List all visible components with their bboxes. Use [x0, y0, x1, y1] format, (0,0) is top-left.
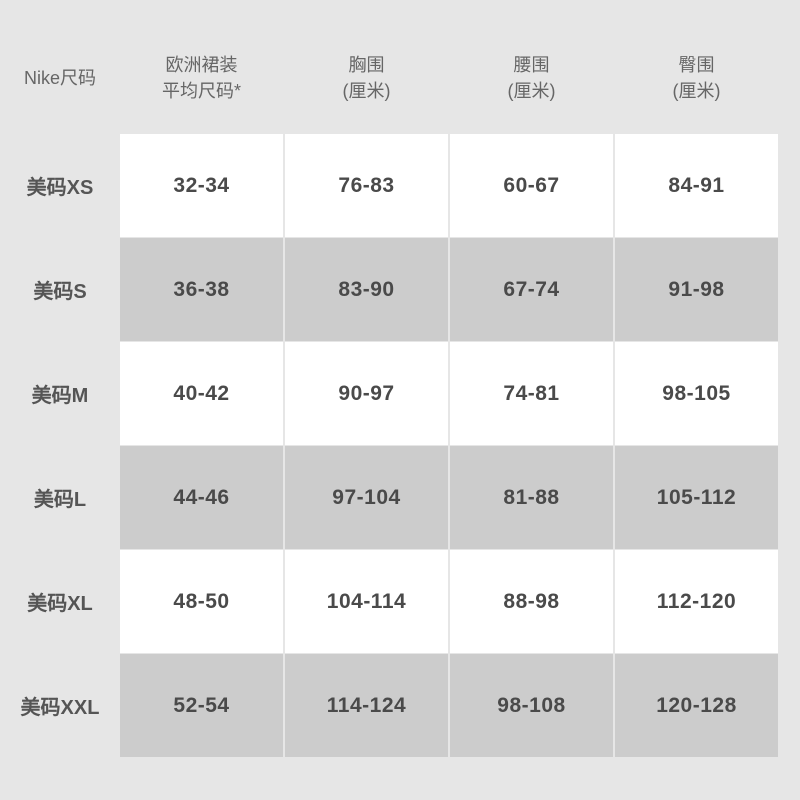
header-cell: 腰围 (厘米) — [450, 48, 613, 108]
row-label-text: 美码XXL — [20, 697, 100, 719]
row-label-text: 美码S — [33, 281, 87, 303]
size-cell: 105-112 — [615, 446, 778, 549]
header-cell: Nike尺码 — [0, 48, 120, 108]
cell-text: 48-50 — [173, 589, 230, 613]
cell-text: 76-83 — [338, 173, 395, 197]
header-text: (厘米) — [342, 81, 391, 101]
size-cell: 90-97 — [285, 342, 448, 445]
size-cell: 91-98 — [615, 238, 778, 341]
cell-text: 105-112 — [656, 485, 737, 509]
cell-text: 98-108 — [497, 693, 566, 717]
cell-text: 74-81 — [503, 381, 560, 405]
header-text: 腰围 — [513, 55, 550, 75]
row-label-text: 美码XS — [26, 177, 94, 199]
row-label: 美码M — [0, 342, 120, 445]
size-cell: 74-81 — [450, 342, 613, 445]
row-label: 美码XXL — [0, 654, 120, 757]
size-cell: 112-120 — [615, 550, 778, 653]
cell-text: 81-88 — [503, 485, 560, 509]
size-cell: 97-104 — [285, 446, 448, 549]
size-cell: 36-38 — [120, 238, 283, 341]
header-cell: 臀围 (厘米) — [615, 48, 778, 108]
cell-text: 120-128 — [656, 693, 737, 717]
size-cell: 83-90 — [285, 238, 448, 341]
row-label-text: 美码L — [33, 489, 87, 511]
header-text: Nike尺码 — [23, 68, 96, 88]
header-cell: 欧洲裙装平均尺码* — [120, 48, 283, 108]
size-cell: 120-128 — [615, 654, 778, 757]
cell-text: 52-54 — [173, 693, 230, 717]
size-cell: 88-98 — [450, 550, 613, 653]
size-cell: 104-114 — [285, 550, 448, 653]
row-label: 美码L — [0, 446, 120, 549]
size-cell: 98-105 — [615, 342, 778, 445]
size-cell: 48-50 — [120, 550, 283, 653]
size-cell: 44-46 — [120, 446, 283, 549]
row-label-text: 美码XL — [27, 593, 93, 615]
cell-text: 83-90 — [338, 277, 395, 301]
size-cell: 52-54 — [120, 654, 283, 757]
size-cell: 60-67 — [450, 134, 613, 237]
cell-text: 112-120 — [656, 589, 737, 613]
size-cell: 98-108 — [450, 654, 613, 757]
header-text: 胸围 — [348, 55, 385, 75]
cell-text: 114-124 — [326, 693, 407, 717]
cell-text: 40-42 — [173, 381, 230, 405]
row-label: 美码XL — [0, 550, 120, 653]
row-label: 美码XS — [0, 134, 120, 237]
header-text: 臀围 — [678, 55, 715, 75]
size-cell: 81-88 — [450, 446, 613, 549]
size-cell: 84-91 — [615, 134, 778, 237]
cell-text: 91-98 — [668, 277, 725, 301]
header-text: 欧洲裙装 — [165, 55, 238, 75]
cell-text: 90-97 — [338, 381, 395, 405]
size-cell: 40-42 — [120, 342, 283, 445]
size-cell: 76-83 — [285, 134, 448, 237]
cell-text: 36-38 — [173, 277, 230, 301]
row-label-text: 美码M — [31, 385, 89, 407]
header-cell: 胸围 (厘米) — [285, 48, 448, 108]
size-cell: 32-34 — [120, 134, 283, 237]
header-text: 平均尺码* — [161, 81, 241, 101]
cell-text: 98-105 — [662, 381, 731, 405]
size-cell: 67-74 — [450, 238, 613, 341]
cell-text: 32-34 — [173, 173, 230, 197]
cell-text: 104-114 — [326, 589, 407, 613]
header-text: (厘米) — [672, 81, 721, 101]
cell-text: 44-46 — [173, 485, 230, 509]
header-text: (厘米) — [507, 81, 556, 101]
row-label: 美码S — [0, 238, 120, 341]
cell-text: 97-104 — [332, 485, 401, 509]
cell-text: 84-91 — [668, 173, 725, 197]
cell-text: 60-67 — [503, 173, 560, 197]
cell-text: 88-98 — [503, 589, 560, 613]
cell-text: 67-74 — [503, 277, 560, 301]
size-cell: 114-124 — [285, 654, 448, 757]
